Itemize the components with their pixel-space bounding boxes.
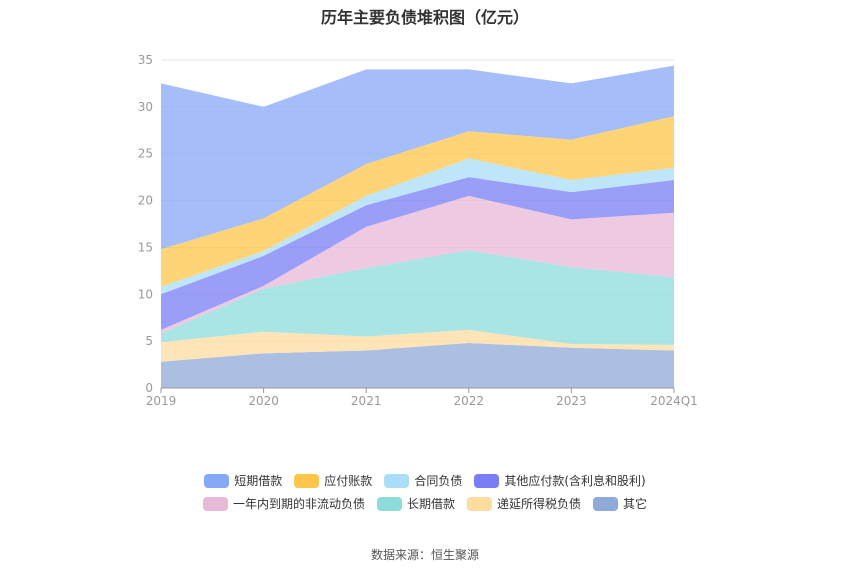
legend-row-1: 短期借款 应付账款 合同负债 其他应付款(含利息和股利) [0, 472, 850, 489]
x-tick-label: 2019 [146, 394, 177, 408]
legend-item[interactable]: 递延所得税负债 [467, 495, 581, 512]
x-tick-label: 2023 [556, 394, 587, 408]
stacked-area-chart: 0 5 10 15 20 25 30 35 2019 2020 2021 2022 2023 2024Q1 [138, 53, 698, 408]
y-tick-label: 5 [145, 334, 153, 348]
legend-label: 其它 [623, 497, 648, 511]
legend-swatch [376, 496, 402, 511]
area-series [161, 65, 674, 250]
y-tick-label: 35 [138, 53, 153, 67]
area-series [161, 158, 674, 295]
y-tick-label: 25 [138, 147, 153, 161]
legend-row-2: 一年内到期的非流动负债 长期借款 递延所得税负债 其它 [0, 495, 850, 512]
legend-swatch [294, 473, 320, 488]
legend-item[interactable]: 短期借款 [204, 472, 282, 489]
x-tick-label: 2022 [454, 394, 485, 408]
area-series [161, 195, 674, 334]
x-tick-label: 2021 [351, 394, 382, 408]
legend: 短期借款 应付账款 合同负债 其他应付款(含利息和股利) 一年内到期的非流动负债… [0, 472, 850, 518]
y-tick-label: 10 [138, 287, 153, 301]
area-series [161, 250, 674, 345]
legend-swatch [474, 473, 500, 488]
legend-label: 合同负债 [414, 474, 463, 488]
y-tick-label: 0 [145, 381, 153, 395]
x-tick-label: 2020 [248, 394, 279, 408]
chart-title: 历年主要负债堆积图（亿元） [320, 8, 529, 27]
legend-label: 长期借款 [406, 497, 455, 511]
legend-item[interactable]: 其它 [593, 495, 647, 512]
legend-swatch [202, 496, 228, 511]
area-series [161, 116, 674, 287]
area-series [161, 343, 674, 388]
legend-swatch [593, 496, 619, 511]
y-tick-label: 15 [138, 240, 153, 254]
source-note: 数据来源：恒生聚源 [370, 548, 479, 562]
legend-swatch [384, 473, 410, 488]
legend-label: 应付账款 [324, 474, 373, 488]
legend-item[interactable]: 应付账款 [294, 472, 372, 489]
x-tick-label: 2024Q1 [650, 394, 698, 408]
area-series [161, 177, 674, 330]
legend-item[interactable]: 合同负债 [384, 472, 462, 489]
legend-label: 一年内到期的非流动负债 [232, 497, 365, 511]
y-tick-label: 20 [138, 194, 153, 208]
area-series [161, 329, 674, 362]
legend-item[interactable]: 长期借款 [376, 495, 455, 512]
legend-label: 其他应付款(含利息和股利) [504, 474, 646, 488]
y-tick-label: 30 [138, 100, 153, 114]
legend-swatch [204, 473, 230, 488]
legend-label: 短期借款 [234, 474, 283, 488]
legend-label: 递延所得税负债 [497, 497, 582, 511]
legend-item[interactable]: 一年内到期的非流动负债 [202, 495, 365, 512]
legend-item[interactable]: 其他应付款(含利息和股利) [474, 472, 646, 489]
legend-swatch [467, 496, 492, 511]
